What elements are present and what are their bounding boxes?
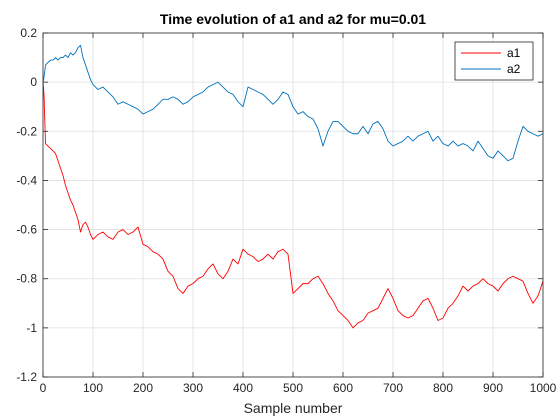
y-tick-label: -0.4 bbox=[16, 173, 37, 187]
series-layer bbox=[42, 44, 544, 329]
legend-label-a2: a2 bbox=[507, 62, 521, 76]
y-tick-label: 0 bbox=[30, 75, 37, 89]
x-tick-label: 600 bbox=[333, 381, 353, 395]
x-tick-label: 200 bbox=[133, 381, 153, 395]
legend-box bbox=[454, 41, 534, 81]
legend-label-a1: a1 bbox=[507, 46, 521, 60]
y-tick-label: -0.2 bbox=[16, 124, 37, 138]
x-tick-label: 700 bbox=[383, 381, 403, 395]
x-tick-label: 500 bbox=[283, 381, 303, 395]
y-tick-label: -1.2 bbox=[16, 370, 37, 384]
x-tick-label: 900 bbox=[483, 381, 503, 395]
chart-title: Time evolution of a1 and a2 for mu=0.01 bbox=[160, 11, 426, 27]
x-tick-label: 300 bbox=[183, 381, 203, 395]
y-axis-ticks: -1.2 -1 -0.8 -0.6 -0.4 -0.2 0 0.2 bbox=[16, 26, 543, 384]
x-tick-label: 0 bbox=[40, 381, 47, 395]
x-tick-label: 1000 bbox=[530, 381, 557, 395]
x-axis-label: Sample number bbox=[244, 400, 343, 416]
series-line-a1 bbox=[42, 82, 544, 329]
y-tick-label: -0.8 bbox=[16, 272, 37, 286]
x-tick-label: 100 bbox=[83, 381, 103, 395]
x-axis-ticks: 0 100 200 300 400 500 600 700 800 900 1000 bbox=[40, 33, 557, 395]
y-tick-label: -1 bbox=[26, 321, 37, 335]
x-tick-label: 400 bbox=[233, 381, 253, 395]
y-tick-label: 0.2 bbox=[20, 26, 37, 40]
y-tick-label: -0.6 bbox=[16, 223, 37, 237]
series-line-a2 bbox=[42, 44, 544, 162]
x-tick-label: 800 bbox=[433, 381, 453, 395]
